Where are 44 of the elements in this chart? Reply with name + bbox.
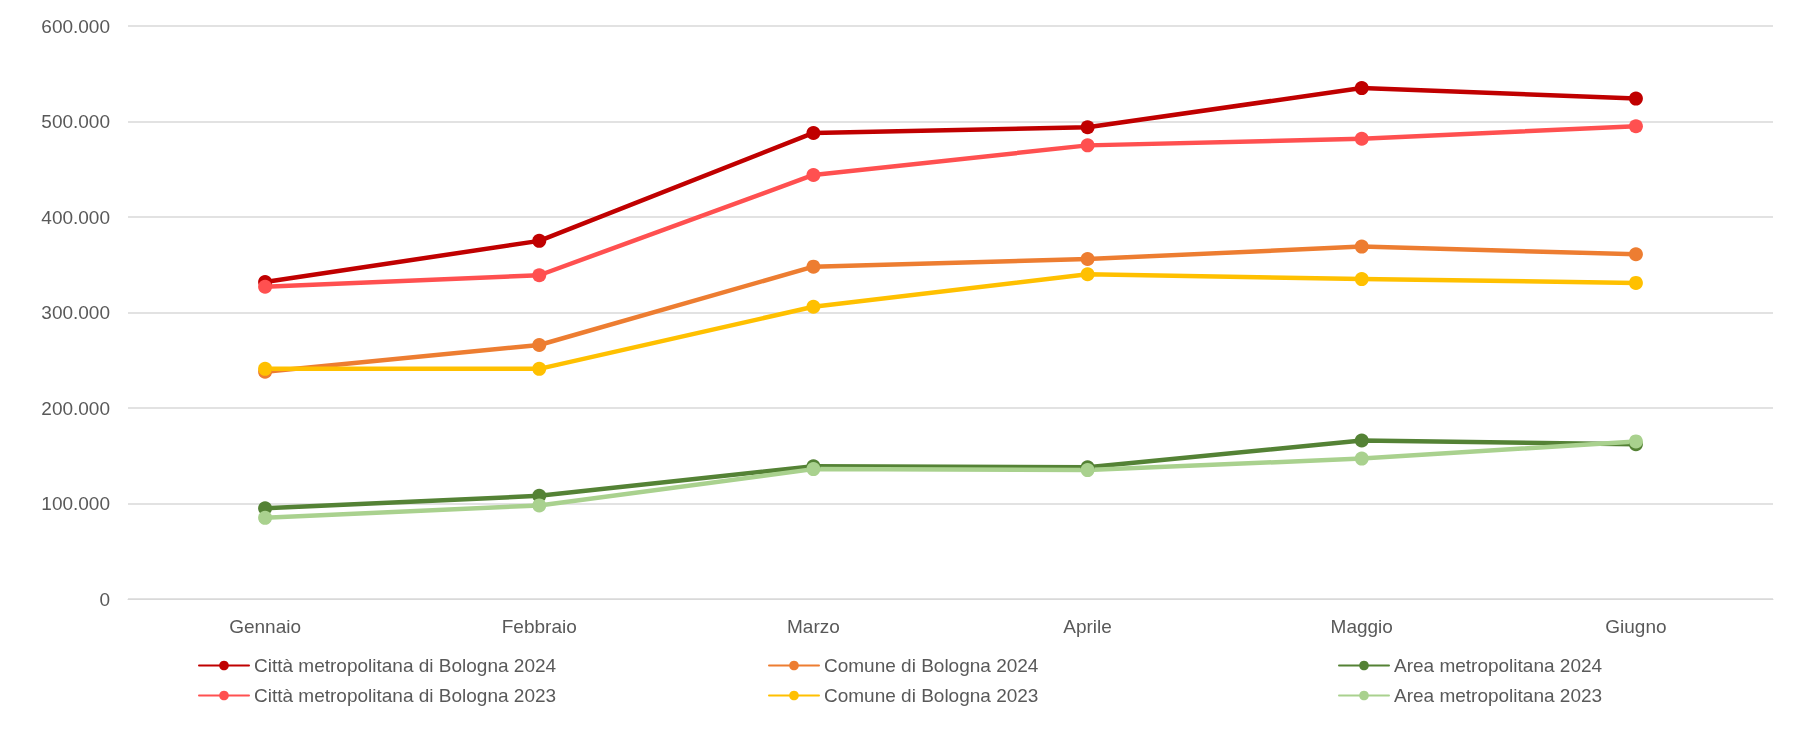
point (532, 268, 547, 283)
point (1628, 247, 1643, 262)
point (1080, 252, 1095, 267)
x-tick-label: Aprile (1063, 616, 1112, 637)
y-tick-label: 400.000 (41, 206, 110, 228)
point (1354, 81, 1369, 96)
x-tick-label: Marzo (787, 616, 840, 637)
x-tick-label: Maggio (1330, 616, 1393, 637)
point (806, 259, 821, 274)
legend-label: Città metropolitana di Bologna 2023 (254, 685, 557, 706)
legend-label: Area metropolitana 2023 (1394, 685, 1603, 706)
point (806, 167, 821, 182)
point (1354, 451, 1369, 466)
point (1354, 272, 1369, 287)
point (1080, 267, 1095, 282)
point (1080, 120, 1095, 135)
x-tick-label: Gennaio (229, 616, 302, 637)
legend-label: Area metropolitana 2024 (1394, 655, 1603, 676)
point (532, 233, 547, 248)
point (1628, 275, 1643, 290)
y-tick-label: 100.000 (41, 493, 110, 514)
point (1080, 138, 1095, 153)
point (1354, 239, 1369, 254)
point (806, 299, 821, 314)
y-tick-label: 300.000 (41, 302, 110, 323)
point (532, 337, 547, 352)
point (1354, 131, 1369, 146)
y-tick-label: 0 (99, 588, 110, 610)
point (806, 125, 821, 140)
legend-label: Città metropolitana di Bologna 2024 (254, 655, 557, 676)
point (1354, 433, 1369, 448)
point (532, 361, 547, 376)
point (258, 279, 273, 294)
legend-label: Comune di Bologna 2024 (824, 655, 1039, 676)
x-tick-label: Giugno (1605, 616, 1667, 637)
y-tick-label: 200.000 (41, 397, 110, 419)
point (532, 498, 547, 513)
y-tick-label: 600.000 (41, 15, 110, 37)
point (1628, 119, 1643, 134)
point (258, 510, 273, 525)
point (1628, 91, 1643, 106)
x-tick-label: Febbraio (501, 616, 577, 637)
legend-label: Comune di Bologna 2023 (824, 685, 1039, 706)
y-tick-label: 500.000 (41, 111, 110, 132)
